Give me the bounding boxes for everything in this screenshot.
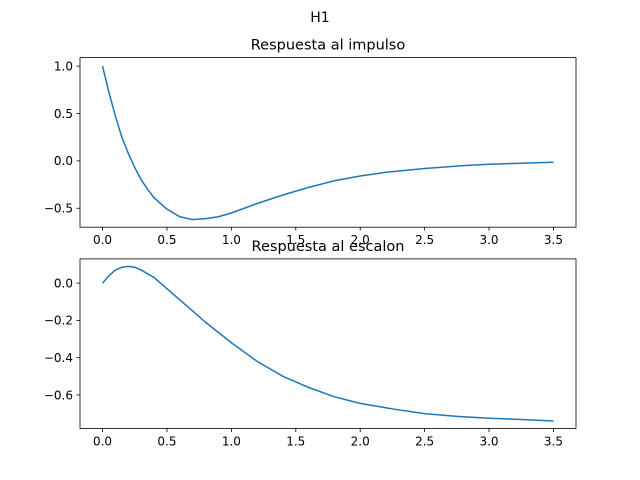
impulse-response-axes: Respuesta al impulso 0.0 0.5 1.0 1.5 2.0 2.5 3.… [44,38,577,247]
figure-suptitle: H1 [310,10,329,26]
step-series-line [101,265,554,422]
step-y-tick-label: −0.4 [44,351,73,365]
impulse-plot-title: Respuesta al impulso [251,38,406,54]
step-x-tick-label: 3.0 [479,435,498,449]
impulse-y-tick-label: −0.5 [44,202,73,216]
impulse-x-tick-label: 0.0 [93,233,112,247]
impulse-y-tick-label: 0.5 [54,107,73,121]
step-y-tick-label: −0.2 [44,314,73,328]
step-axes-frame [79,258,577,429]
step-x-tick-label: 0.0 [93,435,112,449]
step-x-tick-label: 0.5 [157,435,176,449]
impulse-series-line [101,65,554,221]
impulse-y-tick-label: 0.0 [54,154,73,168]
impulse-axes-frame [79,57,577,228]
step-x-tick-label: 2.0 [351,435,370,449]
impulse-y-tick-label: 1.0 [54,59,73,73]
impulse-x-tick-label: 2.0 [351,233,370,247]
impulse-x-tick-label: 1.0 [222,233,241,247]
impulse-x-tick-label: 2.5 [415,233,434,247]
impulse-x-tick-label: 3.5 [544,233,563,247]
step-plot-title: Respuesta al escalon [252,239,405,255]
impulse-x-tick-label: 0.5 [157,233,176,247]
step-y-tick-label: 0.0 [54,276,73,290]
impulse-x-tick-label: 1.5 [286,233,305,247]
step-x-tick-label: 3.5 [544,435,563,449]
impulse-x-tick-label: 3.0 [479,233,498,247]
step-x-tick-label: 1.0 [222,435,241,449]
step-y-tick-label: −0.6 [44,388,73,402]
step-x-tick-label: 2.5 [415,435,434,449]
step-x-tick-label: 1.5 [286,435,305,449]
step-response-axes: Respuesta al escalon 0.0 0.5 1.0 1.5 2.0 2.5 3.… [44,239,577,449]
